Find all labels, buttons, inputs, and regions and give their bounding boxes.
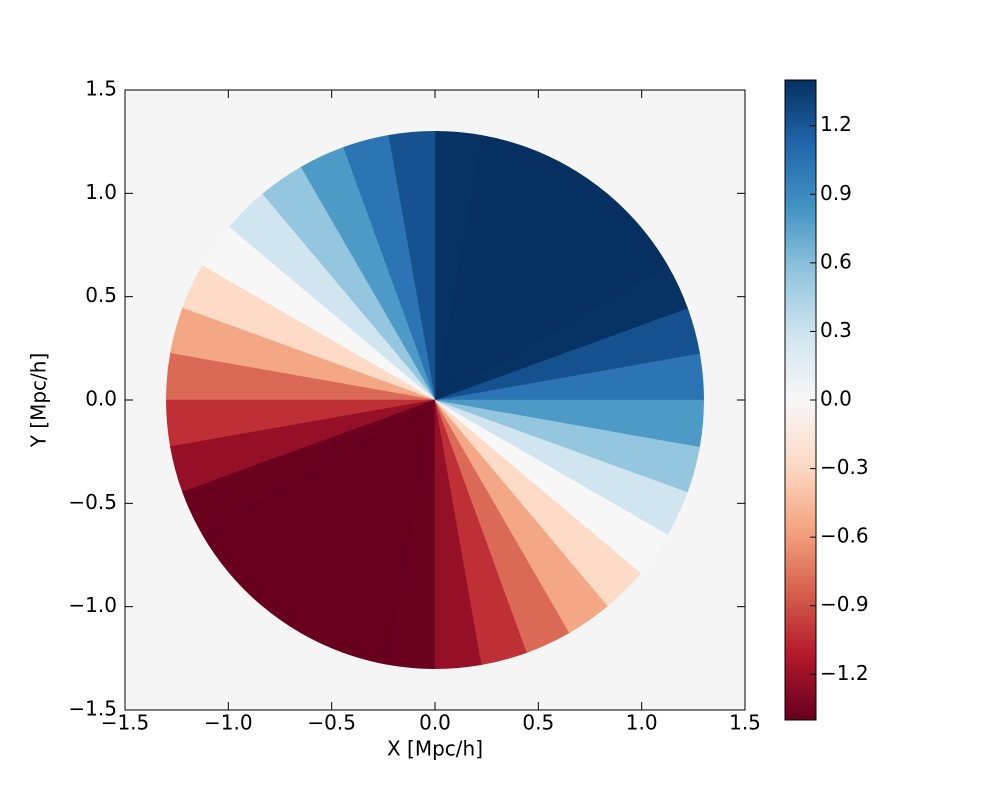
- colorbar-tick-label: 1.2: [820, 112, 852, 136]
- colorbar-tick-label: −0.3: [820, 455, 869, 479]
- y-tick-label: 1.0: [85, 180, 117, 204]
- colorbar-tick-label: −1.2: [820, 661, 869, 685]
- y-tick-label: 0.0: [85, 387, 117, 411]
- x-tick-label: −1.5: [101, 711, 150, 735]
- colorbar-tick-label: −0.9: [820, 592, 869, 616]
- y-tick-label: −1.5: [68, 697, 117, 721]
- y-tick-label: −0.5: [68, 490, 117, 514]
- y-tick-label: −1.0: [68, 593, 117, 617]
- wedge: [434, 399, 704, 448]
- x-tick-label: 1.0: [626, 711, 658, 735]
- x-tick-label: −0.5: [307, 711, 356, 735]
- y-tick-label: 0.5: [85, 283, 117, 307]
- colorbar-tick-label: 0.3: [820, 318, 852, 342]
- x-tick-label: 1.5: [729, 711, 761, 735]
- x-tick-label: 0.0: [419, 711, 451, 735]
- y-axis-label: Y [Mpc/h]: [27, 353, 51, 449]
- colorbar-tick-label: −0.6: [820, 524, 869, 548]
- x-tick-label: 0.5: [522, 711, 554, 735]
- colorbar-tick-label: 0.6: [820, 249, 852, 273]
- y-tick-label: 1.5: [85, 77, 117, 101]
- colorbar-tick-label: 0.9: [820, 181, 852, 205]
- x-axis-label: X [Mpc/h]: [387, 737, 483, 761]
- x-tick-label: −1.0: [204, 711, 253, 735]
- colorbar-tick-label: 0.0: [820, 387, 852, 411]
